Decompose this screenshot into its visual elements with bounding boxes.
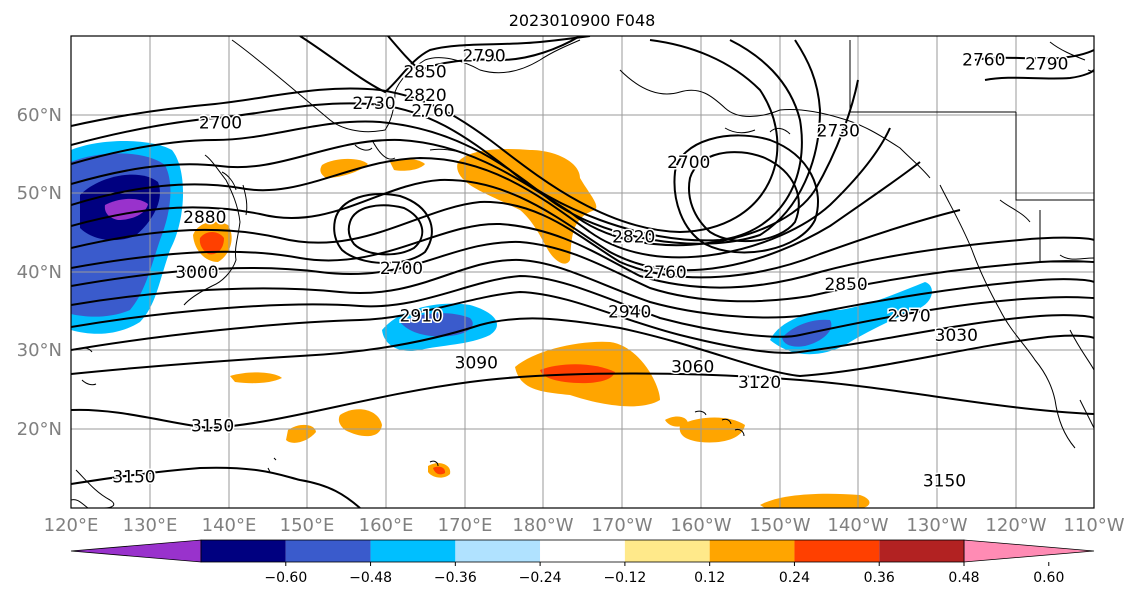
lon-label: 180°W: [512, 515, 573, 536]
colorbar-segment: [285, 540, 371, 562]
contour-label: 2820: [612, 228, 655, 248]
contour-label: 2850: [824, 275, 867, 295]
colorbar-tick-label: 0.36: [864, 570, 895, 586]
lon-label: 140°E: [202, 515, 257, 536]
lat-label: 60°N: [17, 105, 62, 126]
contour-label: 2970: [887, 306, 930, 326]
contour-label: 2850: [403, 62, 446, 82]
colorbar: −0.60 −0.48 −0.36 −0.24 −0.12 0.12 0.24 0.36 0.4…: [70, 539, 1095, 586]
contour-label: 2760: [411, 102, 454, 122]
colorbar-segment: [709, 540, 795, 562]
contour-label: 2940: [608, 302, 651, 322]
contour-label: 3000: [175, 263, 218, 283]
lat-axis-labels: 20°N 30°N 40°N 50°N 60°N: [17, 105, 62, 440]
contour-label: 3150: [191, 416, 234, 436]
colorbar-segment: [201, 540, 286, 562]
lon-label: 140°W: [827, 515, 888, 536]
lon-label: 130°W: [906, 515, 967, 536]
lon-label: 150°E: [280, 515, 335, 536]
colorbar-segment: [370, 540, 456, 562]
lon-label: 130°E: [123, 515, 178, 536]
lat-label: 30°N: [17, 340, 62, 361]
colorbar-extend-min: [70, 539, 202, 563]
lat-label: 40°N: [17, 262, 62, 283]
lat-label: 20°N: [17, 419, 62, 440]
colorbar-tick-label: −0.12: [603, 570, 646, 586]
contour-label: 2760: [643, 263, 686, 283]
colorbar-tick-label: 0.24: [779, 570, 810, 586]
contour-label: 2730: [352, 94, 395, 114]
contour-label: 2760: [962, 51, 1005, 71]
lat-label: 50°N: [17, 183, 62, 204]
contour-label: 3060: [671, 357, 714, 377]
contour-label: 3120: [738, 373, 781, 393]
contour-label: 3150: [923, 472, 966, 492]
contour-label: 2820: [403, 86, 446, 106]
height-contours: [71, 36, 1094, 508]
lon-label: 120°E: [44, 515, 99, 536]
colorbar-extend-max: [963, 539, 1095, 563]
contour-label: 2790: [1025, 55, 1068, 75]
lon-label: 150°W: [749, 515, 810, 536]
colorbar-tick-label: 0.12: [694, 570, 725, 586]
lon-label: 110°W: [1063, 515, 1124, 536]
contour-label: 3090: [455, 354, 498, 374]
contour-label: 3150: [112, 468, 155, 488]
contour-label: 2700: [667, 153, 710, 173]
colorbar-tick-label: −0.24: [519, 570, 562, 586]
colorbar-frame: [200, 539, 965, 563]
colorbar-segment: [624, 540, 710, 562]
map-frame: [70, 35, 1095, 509]
lon-axis-labels: 120°E 130°E 140°E 150°E 160°E 170°E 180°…: [44, 515, 1125, 536]
colorbar-tick-label: −0.60: [264, 570, 307, 586]
colorbar-tick-label: −0.48: [349, 570, 392, 586]
contour-labels: 2850 2790 2820 2730 2760 2700 2730 2700 2760 2790…: [111, 45, 1070, 493]
contour-label: 2790: [462, 47, 505, 67]
colorbar-segment: [794, 540, 880, 562]
lon-label: 170°W: [591, 515, 652, 536]
contour-label: 2880: [183, 208, 226, 228]
lon-label: 120°W: [985, 515, 1046, 536]
colorbar-tick-label: 0.48: [948, 570, 979, 586]
contour-label: 3030: [935, 326, 978, 346]
colorbar-segment: [455, 540, 541, 562]
colorbar-segment: [879, 540, 964, 562]
plot-title: 2023010900 F048: [509, 11, 656, 30]
contour-label: 2910: [400, 306, 443, 326]
lon-label: 160°W: [670, 515, 731, 536]
contour-label: 2730: [817, 121, 860, 141]
colorbar-tick-label: −0.36: [434, 570, 477, 586]
contour-label: 2700: [380, 259, 423, 279]
map-panel: 2850 2790 2820 2730 2760 2700 2730 2700 2760 2790…: [70, 35, 1095, 509]
colorbar-tick-label: 0.60: [1033, 570, 1064, 586]
colorbar-segment: [540, 540, 625, 562]
graticule: [71, 36, 1094, 508]
lon-label: 160°E: [359, 515, 414, 536]
contour-label: 2700: [199, 114, 242, 134]
lon-label: 170°E: [438, 515, 493, 536]
